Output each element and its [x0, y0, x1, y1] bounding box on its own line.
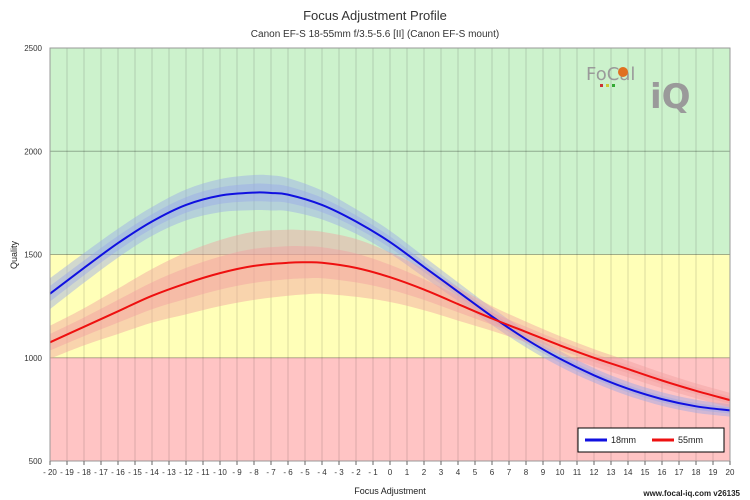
x-tick-label: 5 [473, 468, 478, 477]
y-tick-label: 1000 [24, 354, 42, 363]
x-tick-label: - 11 [196, 468, 210, 477]
legend: 18mm 55mm [577, 427, 725, 453]
y-axis-ticks: 500 1000 1500 2000 2500 [24, 44, 42, 466]
svg-text:FoCal: FoCal [586, 64, 635, 85]
logo-text-part2: C [607, 64, 620, 85]
x-tick-label: 9 [541, 468, 546, 477]
x-tick-label: - 5 [300, 468, 310, 477]
x-tick-label: 11 [573, 468, 582, 477]
y-tick-label: 2000 [24, 147, 42, 156]
x-tick-label: - 17 [94, 468, 108, 477]
chart-subtitle: Canon EF-S 18-55mm f/3.5-5.6 [II] (Canon… [251, 29, 499, 40]
x-tick-label: 4 [456, 468, 461, 477]
series-lines [49, 191, 731, 412]
x-tick-label: - 3 [334, 468, 344, 477]
logo-square-red-icon [600, 84, 603, 87]
legend-label-18mm: 18mm [611, 435, 636, 445]
x-tick-label: - 12 [179, 468, 193, 477]
series-line-18mm [49, 191, 731, 412]
series-band-outer-18mm [50, 174, 730, 417]
x-tick-label: 12 [590, 468, 599, 477]
logo-square-green-icon [612, 84, 615, 87]
x-tick-label: 0 [388, 468, 393, 477]
x-tick-label: 16 [658, 468, 667, 477]
x-tick-label: 8 [524, 468, 529, 477]
x-tick-label: - 19 [60, 468, 74, 477]
x-tick-label: - 4 [317, 468, 327, 477]
x-tick-label: 17 [675, 468, 684, 477]
x-tick-label: 20 [726, 468, 735, 477]
y-axis-label: Quality [9, 240, 19, 269]
x-tick-label: - 1 [368, 468, 378, 477]
x-tick-label: - 9 [232, 468, 242, 477]
x-axis-label: Focus Adjustment [354, 486, 426, 496]
series-line-55mm [49, 261, 731, 402]
y-tick-label: 1500 [24, 251, 42, 260]
x-tick-label: - 15 [128, 468, 142, 477]
x-tick-label: 18 [692, 468, 701, 477]
quality-band-1 [50, 254, 730, 358]
x-tick-label: 19 [709, 468, 718, 477]
logo-dot-icon [618, 67, 628, 77]
y-tick-label: 500 [29, 457, 43, 466]
y-tick-label: 2500 [24, 44, 42, 53]
logo-text-part1: Fo [586, 64, 607, 85]
x-tick-label: - 2 [351, 468, 361, 477]
series-band-inner-55mm [50, 246, 730, 404]
x-axis-ticks: - 20- 19- 18- 17- 16- 15- 14- 13- 12- 11… [43, 461, 735, 477]
quality-band-2 [50, 48, 730, 255]
x-tick-label: 13 [607, 468, 616, 477]
x-tick-label: 15 [641, 468, 650, 477]
logo-text-iq: iQ [650, 77, 691, 117]
x-tick-label: - 7 [266, 468, 276, 477]
x-tick-label: - 20 [43, 468, 57, 477]
x-tick-label: - 13 [162, 468, 176, 477]
x-tick-label: - 8 [249, 468, 259, 477]
x-tick-label: - 16 [111, 468, 125, 477]
x-tick-label: 3 [439, 468, 444, 477]
x-tick-label: 7 [507, 468, 512, 477]
footer-url: www.focal-iq.com v26135 [642, 489, 740, 498]
quality-bands [50, 48, 730, 461]
x-tick-label: - 18 [77, 468, 91, 477]
x-tick-label: 10 [556, 468, 565, 477]
x-tick-label: 6 [490, 468, 495, 477]
logo-square-yellow-icon [606, 84, 609, 87]
x-tick-label: 2 [422, 468, 427, 477]
x-tick-label: - 6 [283, 468, 293, 477]
series-band-inner-18mm [50, 183, 730, 414]
chart-title: Focus Adjustment Profile [303, 8, 447, 23]
x-tick-label: 14 [624, 468, 633, 477]
x-tick-label: - 14 [145, 468, 159, 477]
legend-label-55mm: 55mm [678, 435, 703, 445]
x-tick-label: 1 [405, 468, 410, 477]
focal-logo: FoCal iQ [586, 64, 691, 117]
x-tick-label: - 10 [213, 468, 227, 477]
